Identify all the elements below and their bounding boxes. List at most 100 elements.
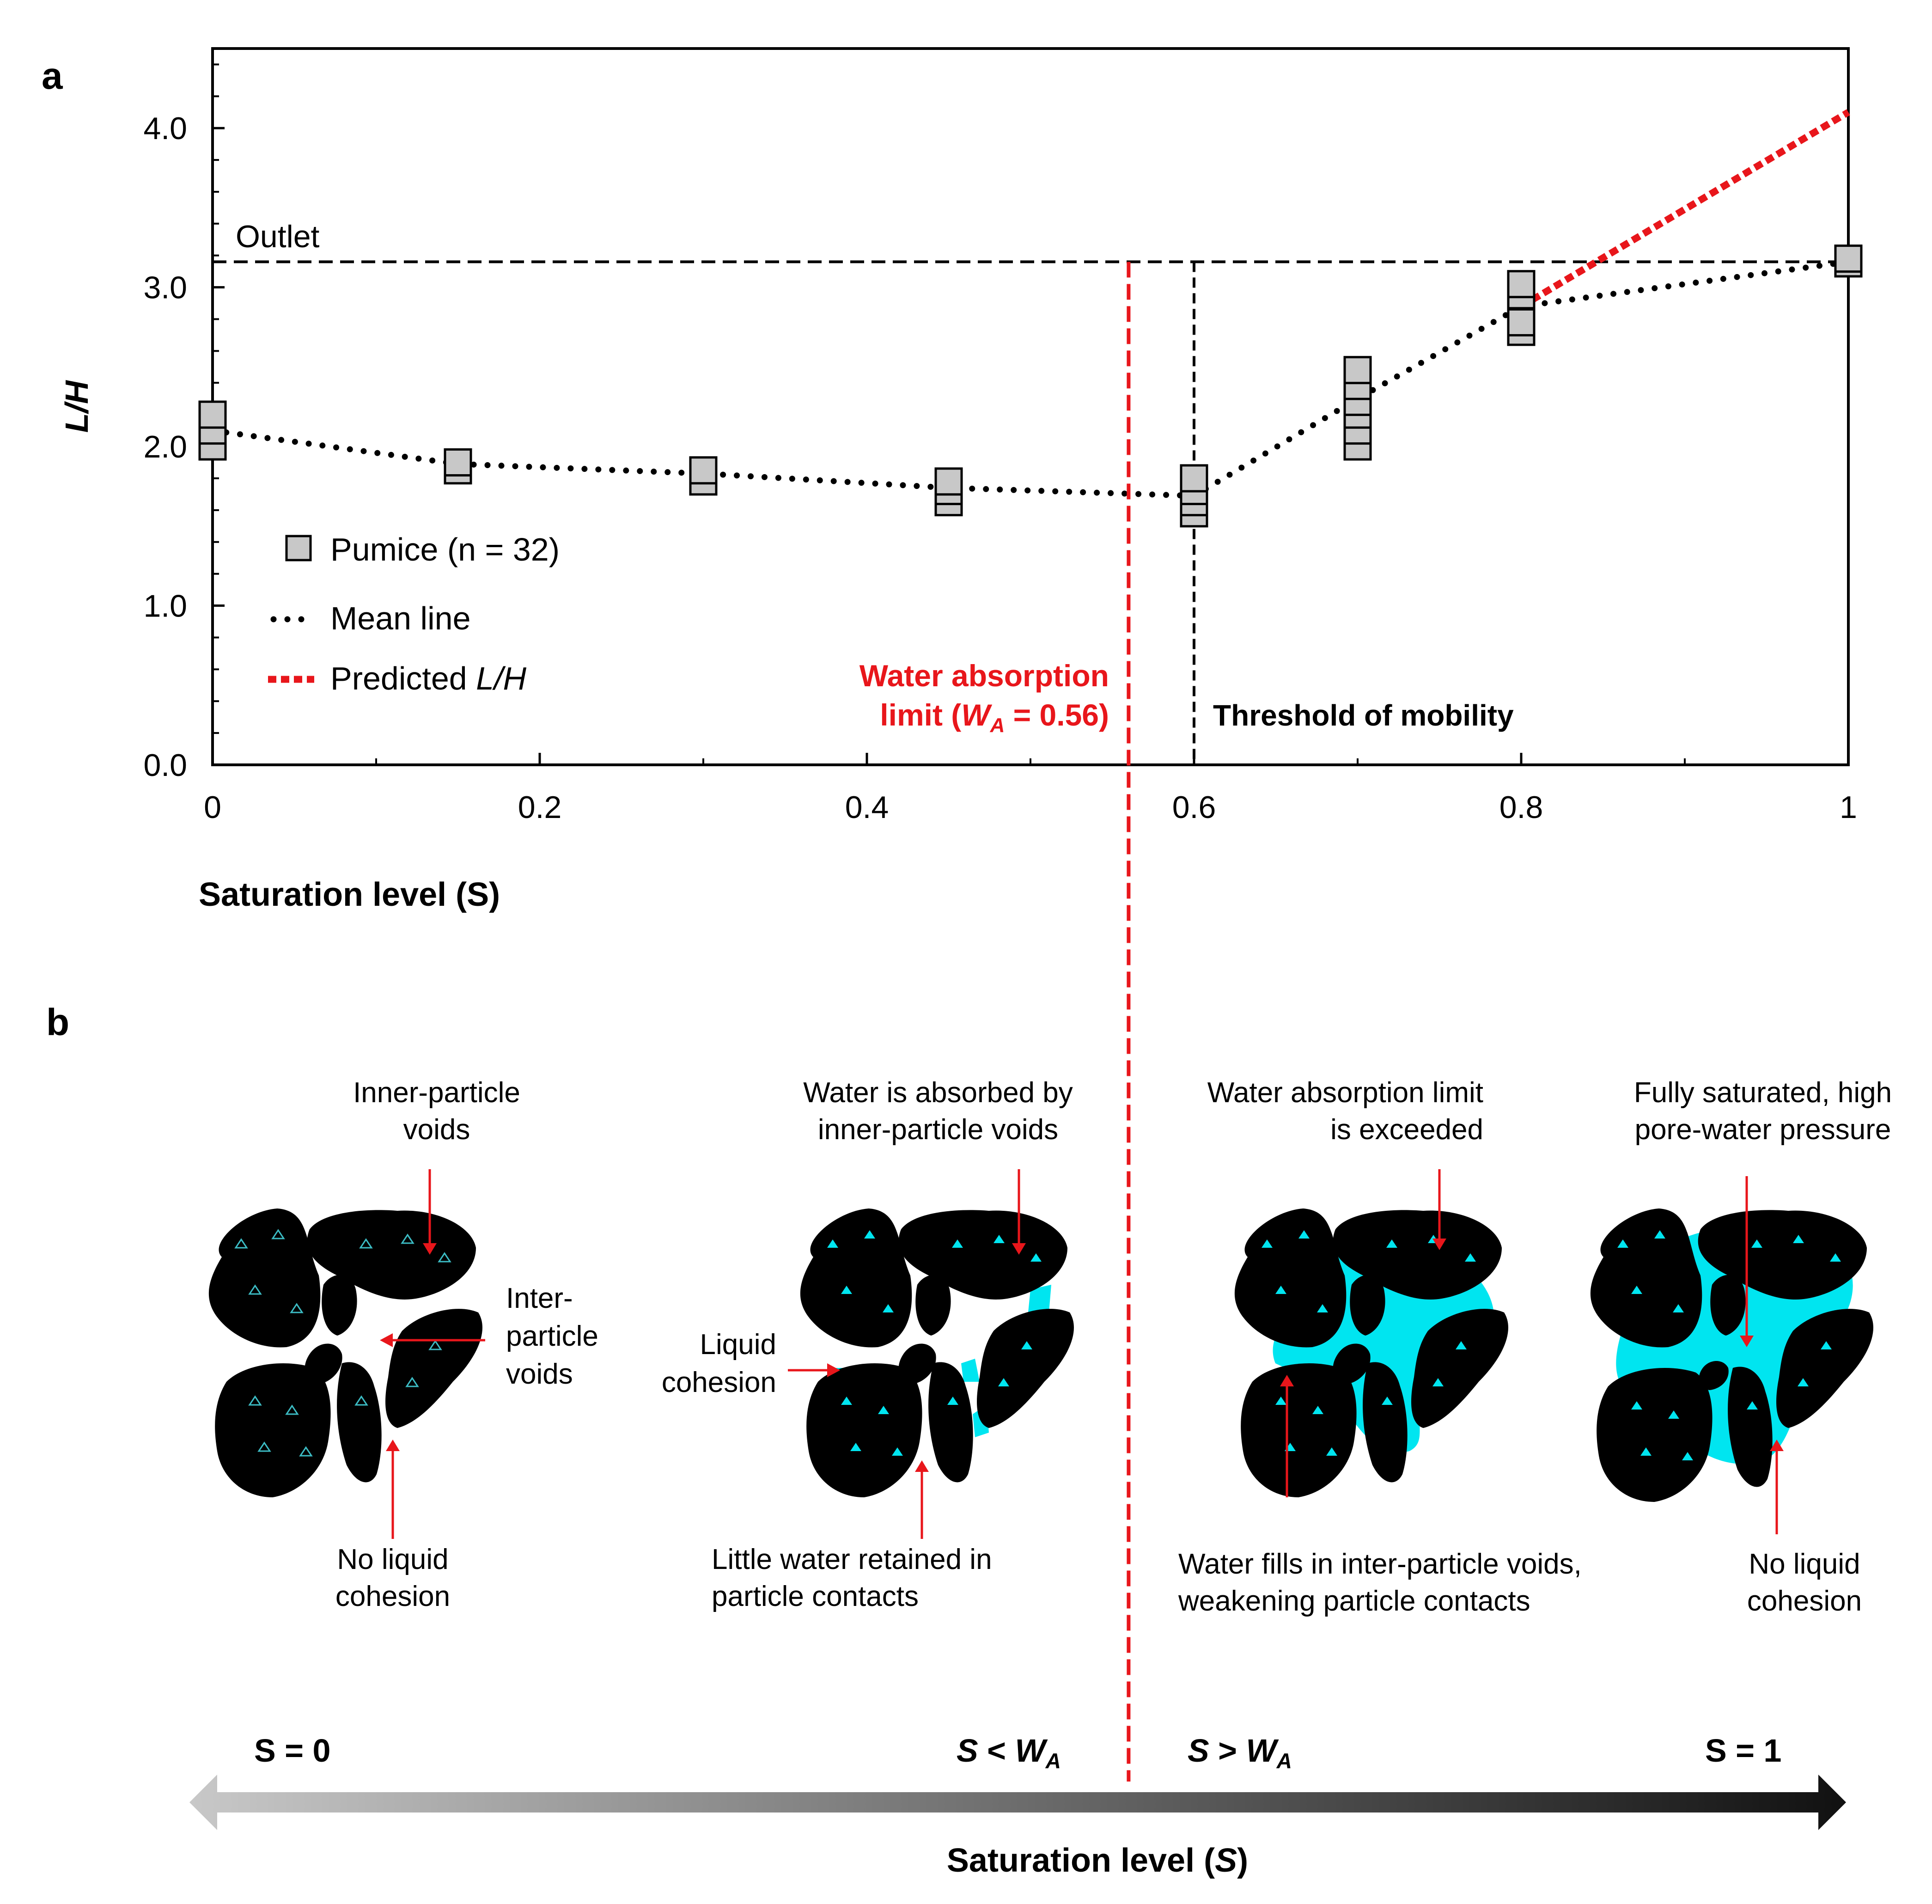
particle: [215, 1363, 331, 1497]
stage-1-annotations: Inner-particle voids Inter- particle voi…: [335, 1077, 598, 1612]
particle: [806, 1363, 922, 1497]
stage1-side-line1: Inter-: [506, 1282, 573, 1314]
x-tick-label: 0.8: [1499, 790, 1543, 825]
stage2-bottom-line1: Little water retained in: [712, 1544, 992, 1575]
pumice-marker: [198, 400, 227, 429]
arrowhead: [380, 1333, 393, 1347]
particle: [1234, 1208, 1347, 1348]
legend-predicted-label: Predicted L/H: [330, 660, 527, 696]
stage4-top-line2: pore-water pressure: [1635, 1114, 1891, 1146]
y-tick-label: 1.0: [143, 589, 187, 624]
pumice-marker: [689, 456, 718, 485]
inner-voids-filled: [827, 1230, 1042, 1456]
stage-3-annotations: Water absorption limit is exceeded Water…: [1178, 1077, 1582, 1617]
pumice-marker: [934, 467, 963, 496]
particle: [1728, 1367, 1773, 1487]
scale-s-greater-than-wa: S > WA: [1188, 1733, 1292, 1773]
particle: [1411, 1309, 1508, 1428]
x-tick-label: 0: [204, 790, 221, 825]
y-tick-label: 3.0: [143, 270, 187, 305]
stage1-bottom-line2: cohesion: [335, 1581, 450, 1612]
arrowhead: [1740, 1336, 1754, 1347]
arrowhead: [1432, 1239, 1446, 1250]
panel-a-label: a: [42, 55, 63, 97]
predicted-line: [1519, 109, 1850, 310]
arrowhead: [1280, 1375, 1294, 1386]
mean-line: [209, 259, 1852, 499]
x-tick-label: 0.4: [845, 790, 889, 825]
stage3-bottom-line2: weakening particle contacts: [1178, 1585, 1530, 1617]
outlet-label: Outlet: [236, 219, 320, 254]
scale-s-less-than-wa: S < WA: [957, 1733, 1061, 1773]
series: [198, 109, 1863, 528]
pumice-marker: [1507, 270, 1536, 299]
x-tick-label: 0.6: [1172, 790, 1216, 825]
stage-1-dry-particles: [208, 1208, 482, 1497]
particle: [1590, 1208, 1702, 1348]
arrowhead: [386, 1440, 400, 1451]
stage4-bottom-line1: No liquid: [1749, 1548, 1860, 1580]
stage-2-partial-saturation: [800, 1208, 1074, 1497]
saturation-gradient-arrow: [189, 1775, 1846, 1830]
particle: [1241, 1363, 1357, 1497]
inner-voids: [234, 1229, 451, 1457]
pumice-marker: [1834, 244, 1863, 273]
stage3-bottom-line1: Water fills in inter-particle voids,: [1178, 1548, 1582, 1580]
stage2-top-line1: Water is absorbed by: [803, 1077, 1073, 1109]
particle: [1363, 1362, 1408, 1483]
particle: [307, 1210, 476, 1300]
arrowhead: [1770, 1440, 1784, 1451]
y-tick-label: 0.0: [143, 748, 187, 783]
particle: [915, 1275, 951, 1336]
stage-3-exceeded: [1234, 1208, 1508, 1497]
stage-4-fully-saturated: [1590, 1208, 1873, 1502]
y-tick-label: 2.0: [143, 429, 187, 464]
stage1-top-line2: voids: [403, 1114, 470, 1146]
legend: Pumice (n = 32) Mean line Predicted L/H: [268, 531, 560, 696]
stage2-bottom-line2: particle contacts: [712, 1581, 919, 1612]
legend-pumice-label: Pumice (n = 32): [330, 531, 560, 568]
plot-frame: [211, 47, 1850, 766]
particle: [928, 1362, 973, 1483]
stage4-top-line1: Fully saturated, high: [1634, 1077, 1892, 1109]
y-axis-label: L/H: [59, 380, 95, 433]
x-axis-label: Saturation level (S): [199, 876, 500, 913]
particle: [1710, 1275, 1746, 1336]
stage2-side-line2: cohesion: [662, 1367, 776, 1398]
saturation-scale: S = 0 S < WA S > WA S = 1 Saturation lev…: [189, 1733, 1846, 1879]
chart-a: 0.0 1.0 2.0 3.0 4.0 0 0.2 0.4 0.6 0.8 1 Outlet Wa…: [59, 47, 1863, 913]
particle: [1699, 1361, 1729, 1390]
particle: [322, 1275, 357, 1336]
pumice-marker: [1180, 464, 1208, 493]
arrowhead: [915, 1460, 929, 1472]
arrowhead: [1012, 1243, 1026, 1255]
stage1-top-line1: Inner-particle: [353, 1077, 520, 1109]
particle: [1698, 1210, 1867, 1300]
pumice-marker: [1507, 308, 1536, 336]
water-absorption-label-line2: limit (WA = 0.56): [880, 698, 1109, 737]
arrowhead: [827, 1363, 840, 1377]
x-tick-label: 0.2: [518, 790, 562, 825]
inner-voids-filled: [1617, 1230, 1841, 1460]
stage3-top-line1: Water absorption limit: [1207, 1077, 1483, 1109]
pumice-marker: [444, 448, 472, 477]
particle: [385, 1309, 482, 1428]
stage3-top-line2: is exceeded: [1330, 1114, 1483, 1146]
scale-s0: S = 0: [254, 1733, 330, 1769]
pumice-marker: [1343, 356, 1372, 384]
stage2-top-line2: inner-particle voids: [818, 1114, 1058, 1146]
x-tick-label: 1: [1840, 790, 1857, 825]
stage4-bottom-line2: cohesion: [1747, 1585, 1862, 1617]
arrowhead: [423, 1243, 437, 1255]
stage1-side-line3: voids: [506, 1358, 573, 1390]
particle: [1776, 1309, 1873, 1428]
particle: [977, 1309, 1074, 1428]
particle: [1597, 1368, 1713, 1502]
threshold-label: Threshold of mobility: [1213, 699, 1514, 732]
scale-axis-label: Saturation level (S): [947, 1842, 1248, 1879]
particle: [208, 1208, 321, 1348]
y-tick-label: 4.0: [143, 111, 187, 146]
stage2-side-line1: Liquid: [700, 1329, 776, 1361]
legend-mean-line-label: Mean line: [330, 600, 471, 636]
